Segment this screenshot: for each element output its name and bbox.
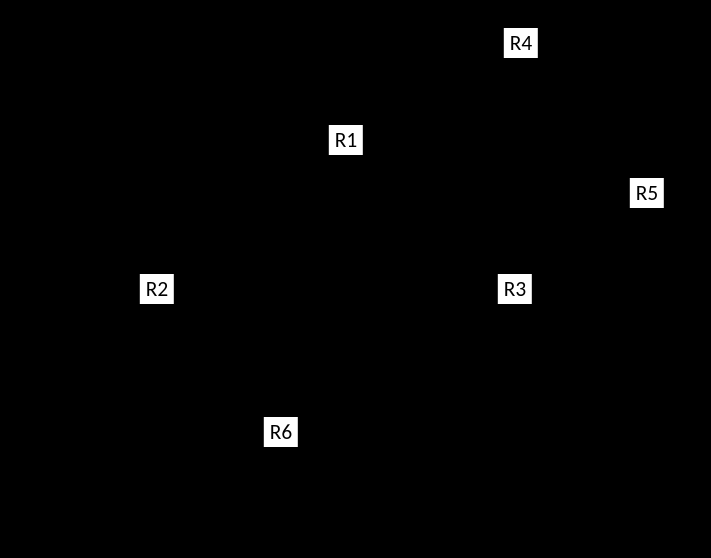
region-label-r6: R6 [264,417,298,447]
region-label-r3: R3 [498,274,532,304]
region-label-r5: R5 [630,178,664,208]
diagram-canvas: R1 R2 R3 R4 R5 R6 [0,0,711,558]
region-label-r2: R2 [140,274,174,304]
region-label-r4: R4 [504,28,538,58]
region-label-r1: R1 [329,125,363,155]
